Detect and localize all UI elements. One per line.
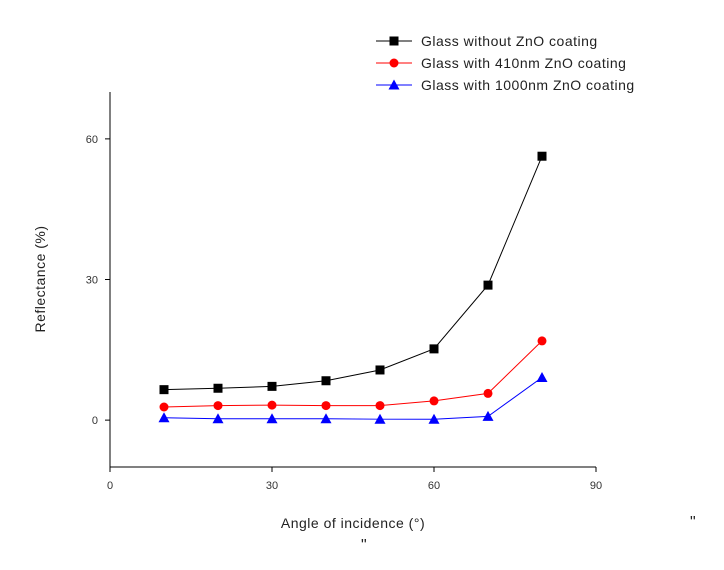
triangle-marker <box>388 79 400 90</box>
x-tick-label: 30 <box>266 480 278 492</box>
triangle-marker <box>266 413 278 424</box>
triangle-marker <box>158 412 170 423</box>
triangle-marker <box>212 413 224 424</box>
x-tick-label: 90 <box>590 480 602 492</box>
axes <box>109 92 596 468</box>
circle-marker <box>159 402 169 412</box>
y-tick-label: 30 <box>86 275 98 287</box>
square-marker <box>429 344 439 354</box>
ticks: 0 30 60 90 0 30 60 <box>86 134 602 492</box>
legend-item: Glass without ZnO coating <box>376 33 598 49</box>
triangle-marker <box>374 413 386 424</box>
series-group <box>159 151 547 395</box>
square-marker <box>213 383 223 393</box>
legend-label: Glass with 410nm ZnO coating <box>421 55 626 71</box>
y-axis-title: Reflectance (%) <box>32 225 48 332</box>
legend-label: Glass with 1000nm ZnO coating <box>421 77 635 93</box>
legend-item: Glass with 1000nm ZnO coating <box>376 77 635 93</box>
x-axis-title: Angle of incidence (°) <box>281 515 425 531</box>
stray-quote-mark: " <box>690 514 696 531</box>
square-marker <box>389 36 399 46</box>
series-line <box>163 340 543 408</box>
triangle-marker <box>320 413 332 424</box>
x-tick-label: 60 <box>428 480 440 492</box>
circle-marker <box>321 401 331 411</box>
series-layer <box>158 151 548 424</box>
legend-label: Glass without ZnO coating <box>421 33 598 49</box>
y-tick-label: 0 <box>92 415 98 427</box>
circle-marker <box>267 400 277 410</box>
square-marker <box>159 385 169 395</box>
square-marker <box>375 365 385 375</box>
x-tick-label: 0 <box>107 480 113 492</box>
series-line <box>163 156 543 391</box>
circle-marker <box>389 58 399 68</box>
triangle-marker <box>428 413 440 424</box>
triangle-marker <box>482 410 494 421</box>
stray-quote-mark: " <box>361 537 367 554</box>
circle-marker <box>375 401 385 411</box>
series-line <box>163 377 543 420</box>
series-group <box>159 336 547 412</box>
legend: Glass without ZnO coating Glass with 410n… <box>376 33 635 93</box>
circle-marker <box>483 388 493 398</box>
circle-marker <box>213 401 223 411</box>
circle-marker <box>537 336 547 346</box>
triangle-marker <box>536 371 548 382</box>
square-marker <box>537 151 547 161</box>
legend-item: Glass with 410nm ZnO coating <box>376 55 626 71</box>
square-marker <box>321 376 331 386</box>
square-marker <box>483 280 493 290</box>
circle-marker <box>429 396 439 406</box>
square-marker <box>267 381 277 391</box>
series-group <box>158 371 548 424</box>
y-tick-label: 60 <box>86 134 98 146</box>
